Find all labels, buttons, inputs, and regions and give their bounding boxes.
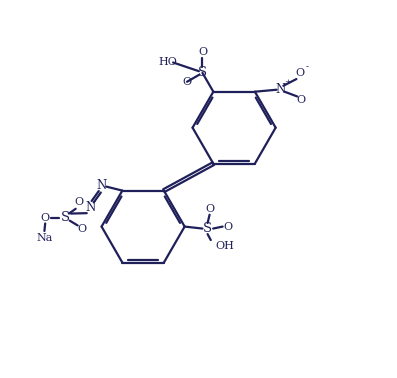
Text: HO: HO (158, 57, 177, 67)
Text: Na: Na (36, 233, 52, 243)
Text: +: + (284, 78, 291, 86)
Text: O: O (74, 197, 83, 208)
Text: N: N (86, 201, 96, 214)
Text: N: N (96, 180, 107, 192)
Text: O: O (40, 212, 50, 223)
Text: S: S (198, 67, 207, 79)
Text: O: O (224, 222, 233, 232)
Text: OH: OH (216, 242, 234, 251)
Text: O: O (183, 77, 192, 87)
Text: O: O (297, 94, 306, 105)
Text: S: S (203, 222, 212, 235)
Text: N: N (276, 83, 286, 96)
Text: O: O (205, 204, 214, 214)
Text: S: S (60, 211, 69, 224)
Text: -: - (305, 62, 308, 71)
Text: O: O (295, 68, 304, 78)
Text: O: O (198, 47, 207, 57)
Text: O: O (77, 225, 86, 234)
